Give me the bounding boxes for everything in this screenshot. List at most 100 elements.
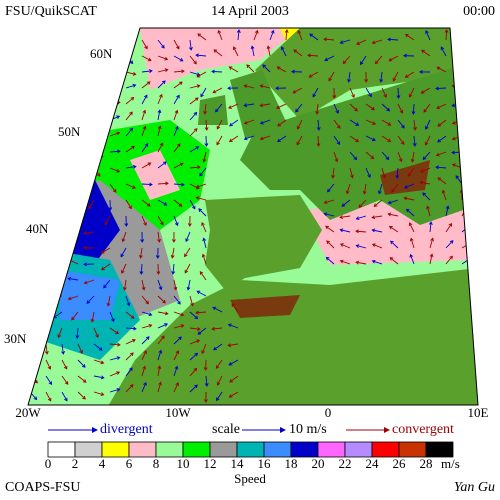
wind-arrow-head <box>395 175 400 179</box>
wind-arrow <box>157 335 165 345</box>
wind-arrow-head <box>327 188 331 193</box>
wind-arrow-head <box>407 173 412 177</box>
wind-arrow-head <box>262 64 266 68</box>
wind-arrow-head <box>437 123 442 127</box>
wind-arrow <box>140 263 143 275</box>
wind-arrow <box>409 222 415 233</box>
wind-arrow <box>340 243 351 249</box>
wind-arrow-head <box>179 162 184 167</box>
wind-arrow-head <box>34 140 38 144</box>
wind-arrow <box>411 151 415 162</box>
wind-arrow <box>57 327 63 338</box>
wind-arrow-head <box>174 125 179 130</box>
wind-arrow-head <box>203 367 208 371</box>
wind-arrow-head <box>138 254 143 259</box>
wind-arrow <box>141 382 147 393</box>
wind-arrow <box>205 119 208 131</box>
wind-arrow <box>355 230 367 233</box>
wind-arrow-head <box>122 286 127 291</box>
wind-arrow-head <box>403 185 408 189</box>
wind-arrow <box>405 34 415 41</box>
land <box>198 95 228 125</box>
wind-arrow <box>341 199 351 207</box>
wind-arrow-head <box>44 351 49 355</box>
wind-arrow <box>52 212 63 217</box>
wind-arrow-head <box>435 86 439 91</box>
wind-arrow-head <box>62 158 67 163</box>
wind-arrow <box>200 87 207 97</box>
wind-arrow <box>365 151 374 159</box>
wind-arrow <box>215 359 223 369</box>
wind-arrow-head <box>180 324 185 328</box>
wind-arrow-head <box>382 174 386 179</box>
wind-arrow <box>229 135 239 142</box>
wind-arrow <box>436 166 447 169</box>
wind-arrow <box>189 311 198 319</box>
colorbar-swatch <box>290 441 319 458</box>
wind-arrow-head <box>132 185 136 189</box>
wind-arrow <box>459 46 463 57</box>
wind-arrow-head <box>104 221 109 226</box>
wind-arrow <box>109 388 120 393</box>
wind-arrow-head <box>159 93 163 98</box>
wind-arrow-head <box>259 84 264 89</box>
wind-arrow <box>196 290 207 297</box>
wind-arrow-head <box>325 256 330 261</box>
wind-arrow <box>470 64 478 73</box>
colorbar-label: 16 <box>258 456 272 471</box>
wind-arrow <box>229 359 239 366</box>
wind-arrow <box>93 391 104 396</box>
wind-arrow <box>38 183 47 192</box>
wind-arrow <box>109 87 120 91</box>
wind-arrow-head <box>480 207 483 210</box>
wind-arrow <box>332 167 335 178</box>
wind-arrow-head <box>335 110 339 114</box>
wind-arrow-head <box>36 274 41 279</box>
wind-arrow <box>91 311 95 322</box>
wind-arrow <box>435 87 447 89</box>
wind-arrow <box>412 103 415 115</box>
wind-arrow-head <box>193 111 198 116</box>
wind-arrow-head <box>129 60 134 65</box>
wind-arrow-head <box>451 103 456 108</box>
wind-arrow-head <box>405 208 410 213</box>
wind-arrow <box>28 183 31 193</box>
wind-arrow-head <box>120 253 124 258</box>
wind-arrow-head <box>83 262 87 267</box>
wind-arrow-head <box>146 203 151 207</box>
wind-arrow-head <box>149 182 153 187</box>
wind-arrow <box>475 46 478 57</box>
wind-arrow <box>201 222 207 233</box>
wind-arrow <box>360 55 367 65</box>
wind-arrow-head <box>176 94 180 99</box>
wind-arrow <box>356 39 367 45</box>
wind-arrow <box>195 54 207 57</box>
wind-arrow-head <box>145 300 149 305</box>
wind-arrow <box>212 87 223 94</box>
wind-arrow <box>53 311 63 319</box>
wind-arrow <box>172 263 175 274</box>
colorbar-swatch <box>47 441 76 458</box>
wind-arrow-head <box>195 184 200 189</box>
lon-labels: 20W 10W 0 10E <box>15 405 488 420</box>
wind-arrow <box>349 119 359 126</box>
wind-arrow <box>244 135 255 140</box>
wind-arrow-head <box>38 188 43 193</box>
wind-arrow <box>28 55 31 63</box>
wind-arrow <box>296 135 303 145</box>
wind-arrow-head <box>115 330 119 335</box>
wind-arrow-head <box>160 221 164 226</box>
wind-arrow <box>125 311 135 319</box>
wind-arrow <box>104 215 111 226</box>
wind-arrow-head <box>172 239 176 243</box>
wind-arrow-head <box>141 286 146 291</box>
wind-arrow-head <box>211 69 215 74</box>
colorbar-unit: m/s <box>441 456 460 471</box>
wind-arrow-head <box>142 125 147 130</box>
wind-arrow <box>365 103 375 111</box>
wind-arrow <box>29 87 33 98</box>
wind-arrow <box>276 103 287 109</box>
wind-arrow-head <box>32 157 36 162</box>
wind-arrow <box>445 223 452 233</box>
wind-arrow <box>84 279 95 284</box>
